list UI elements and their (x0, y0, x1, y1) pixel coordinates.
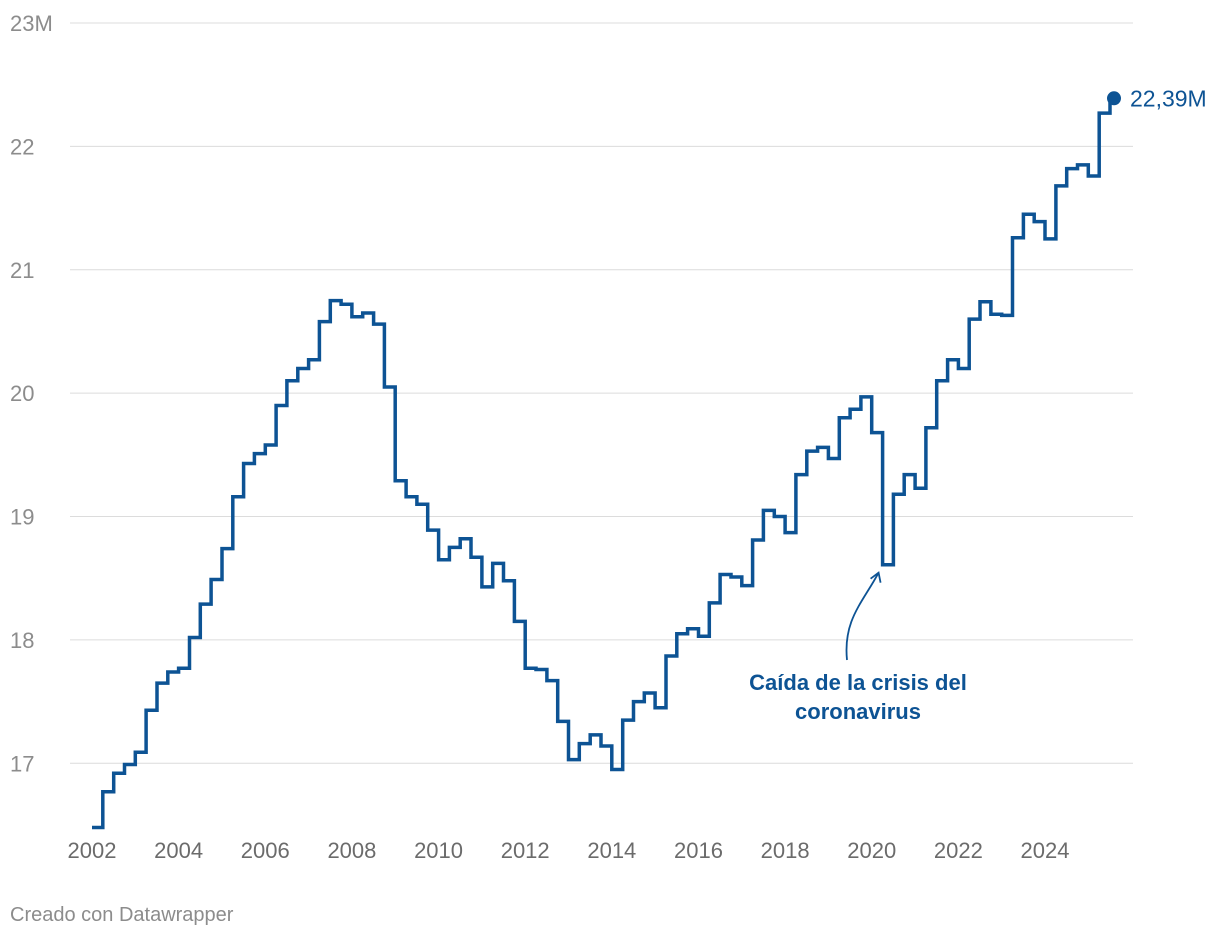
end-value-label: 22,39M (1130, 85, 1207, 111)
annotation-arrowhead (870, 571, 882, 583)
series-line-ocupados (92, 96, 1114, 830)
y-tick-label-23: 23M (10, 11, 53, 36)
y-tick-label-18: 18 (10, 628, 34, 653)
x-tick-label-2010: 2010 (414, 838, 463, 863)
x-tick-label-2024: 2024 (1021, 838, 1070, 863)
x-tick-label-2016: 2016 (674, 838, 723, 863)
x-tick-label-2012: 2012 (501, 838, 550, 863)
y-tick-label-22: 22 (10, 134, 34, 159)
annotation-text-line-2: coronavirus (795, 699, 921, 724)
x-tick-label-2004: 2004 (154, 838, 203, 863)
line-chart: 23M 22 21 20 19 18 17 2002 2004 2006 2008 2010 2012… (10, 11, 1207, 863)
x-tick-label-2020: 2020 (847, 838, 896, 863)
x-tick-label-2008: 2008 (327, 838, 376, 863)
end-point-marker (1107, 91, 1121, 106)
x-tick-label-2006: 2006 (241, 838, 290, 863)
x-tick-label-2002: 2002 (68, 838, 117, 863)
annotation-arrow (845, 572, 880, 661)
footer-credit: Creado con Datawrapper (10, 904, 234, 926)
x-axis: 2002 2004 2006 2008 2010 2012 2014 2016 2018 2020… (68, 838, 1070, 863)
y-tick-label-19: 19 (10, 505, 34, 530)
x-tick-label-2014: 2014 (587, 838, 636, 863)
annotation-text-line-1: Caída de la crisis del (749, 670, 967, 695)
y-tick-label-21: 21 (10, 258, 34, 283)
y-tick-label-20: 20 (10, 381, 34, 406)
x-tick-label-2018: 2018 (761, 838, 810, 863)
y-axis: 23M 22 21 20 19 18 17 (10, 11, 53, 776)
y-tick-label-17: 17 (10, 751, 34, 776)
gridlines (70, 22, 1133, 764)
x-tick-label-2022: 2022 (934, 838, 983, 863)
